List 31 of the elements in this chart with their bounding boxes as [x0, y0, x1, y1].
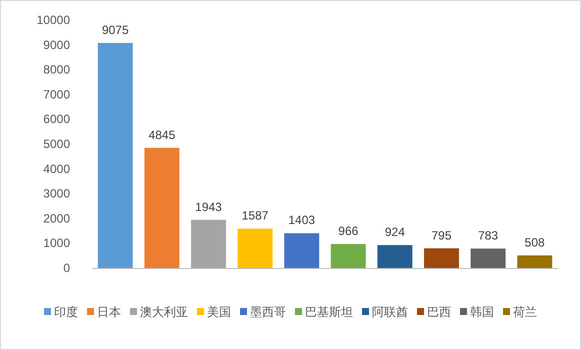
legend-label: 墨西哥	[250, 305, 286, 319]
legend-label: 印度	[54, 305, 78, 319]
data-label: 1943	[195, 200, 222, 214]
legend-label: 日本	[97, 305, 121, 319]
legend-label: 巴西	[427, 305, 451, 319]
y-tick-label: 4000	[43, 162, 70, 176]
legend-label: 巴基斯坦	[305, 305, 353, 319]
data-label: 924	[384, 225, 406, 240]
data-label: 966	[338, 224, 359, 238]
y-tick-label: 1000	[43, 236, 70, 250]
y-tick-label: 9000	[43, 38, 70, 52]
data-label: 795	[431, 228, 452, 242]
y-tick-label: 0	[63, 261, 70, 275]
legend-label: 荷兰	[513, 305, 537, 319]
data-label: 508	[524, 235, 546, 250]
data-label: 9075	[102, 22, 129, 37]
y-tick-label: 5000	[43, 137, 70, 151]
y-tick-label: 7000	[43, 87, 70, 102]
y-tick-label: 8000	[43, 62, 70, 77]
legend-label: 美国	[207, 305, 231, 319]
legend-label: 澳大利亚	[140, 305, 188, 319]
data-label: 1403	[288, 213, 316, 228]
y-tick-label: 3000	[43, 186, 70, 201]
y-tick-label: 2000	[43, 211, 70, 226]
data-label: 1587	[242, 208, 269, 223]
data-label: 783	[478, 228, 498, 243]
y-tick-label: 6000	[43, 112, 70, 126]
legend-label: 韩国	[470, 305, 494, 319]
legend-label: 阿联酋	[372, 305, 408, 319]
y-tick-label: 10000	[36, 13, 70, 27]
data-label: 4845	[148, 128, 176, 142]
